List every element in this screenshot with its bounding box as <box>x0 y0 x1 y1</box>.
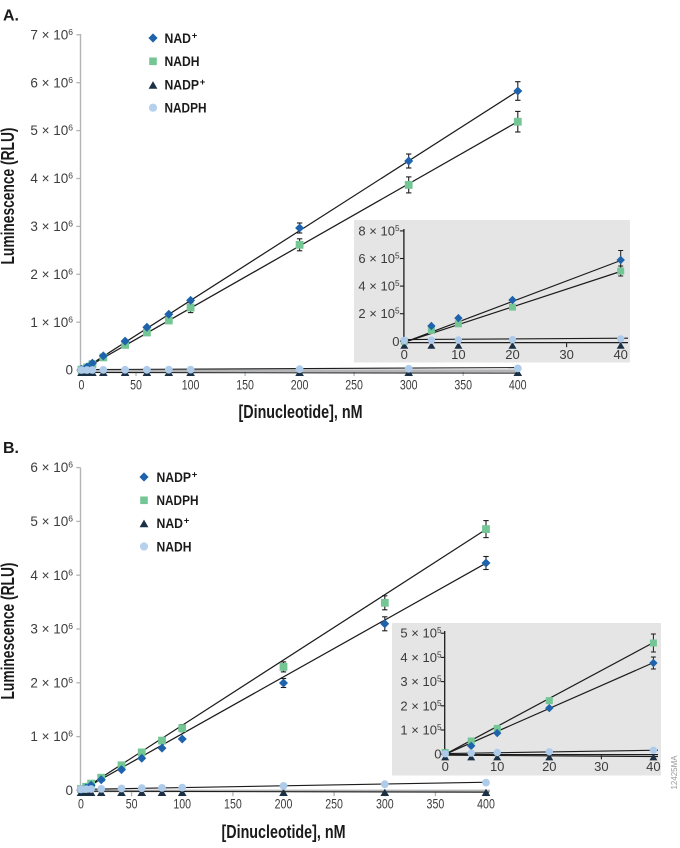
svg-text:NADP: NADP <box>157 470 192 485</box>
svg-text:5 × 106: 5 × 106 <box>30 514 73 530</box>
svg-text:0: 0 <box>79 378 85 393</box>
svg-text:200: 200 <box>275 797 293 812</box>
svg-text:20: 20 <box>542 759 556 774</box>
svg-text:300: 300 <box>376 797 394 812</box>
svg-text:40: 40 <box>646 759 660 774</box>
svg-text:30: 30 <box>559 347 573 362</box>
svg-text:40: 40 <box>613 347 627 362</box>
svg-text:50: 50 <box>130 378 142 393</box>
svg-text:1 × 105: 1 × 105 <box>400 723 442 738</box>
svg-text:6 × 106: 6 × 106 <box>30 75 73 91</box>
svg-text:NADPH: NADPH <box>157 493 199 508</box>
svg-text:3 × 106: 3 × 106 <box>30 219 73 235</box>
svg-text:8 × 105: 8 × 105 <box>358 223 400 238</box>
svg-text:7 × 106: 7 × 106 <box>30 27 73 43</box>
svg-text:3 × 105: 3 × 105 <box>400 674 442 689</box>
svg-text:150: 150 <box>224 797 242 812</box>
svg-text:10: 10 <box>490 759 504 774</box>
svg-text:+: + <box>184 516 190 527</box>
svg-text:+: + <box>200 77 206 88</box>
svg-text:1 × 106: 1 × 106 <box>30 729 73 745</box>
svg-text:0: 0 <box>78 797 84 812</box>
svg-text:400: 400 <box>477 797 495 812</box>
svg-text:2 × 105: 2 × 105 <box>358 306 400 321</box>
svg-text:400: 400 <box>509 378 527 393</box>
svg-text:NAD: NAD <box>157 516 184 531</box>
svg-text:100: 100 <box>182 378 200 393</box>
svg-text:4 × 105: 4 × 105 <box>358 279 400 294</box>
svg-text:NADH: NADH <box>157 539 192 554</box>
svg-text:2 × 106: 2 × 106 <box>30 675 73 691</box>
svg-text:1 × 106: 1 × 106 <box>30 314 73 330</box>
svg-text:4 × 106: 4 × 106 <box>30 171 73 187</box>
svg-text:2 × 106: 2 × 106 <box>30 266 73 282</box>
svg-text:12425MA: 12425MA <box>669 755 679 789</box>
svg-text:4 × 106: 4 × 106 <box>30 567 73 583</box>
svg-text:NAD: NAD <box>165 31 192 46</box>
svg-text:[Dinucleotide], nM: [Dinucleotide], nM <box>239 402 363 422</box>
svg-text:B.: B. <box>3 440 19 457</box>
svg-text:0: 0 <box>442 759 449 774</box>
svg-text:5 × 106: 5 × 106 <box>30 123 73 139</box>
svg-text:200: 200 <box>291 378 309 393</box>
svg-text:0: 0 <box>65 363 73 378</box>
svg-text:250: 250 <box>325 797 343 812</box>
svg-text:30: 30 <box>594 759 608 774</box>
svg-text:350: 350 <box>427 797 445 812</box>
svg-text:6 × 106: 6 × 106 <box>30 460 73 476</box>
svg-text:100: 100 <box>173 797 191 812</box>
svg-text:+: + <box>192 470 198 481</box>
svg-text:2 × 105: 2 × 105 <box>400 698 442 713</box>
svg-text:Luminescence (RLU): Luminescence (RLU) <box>0 563 18 700</box>
svg-text:10: 10 <box>451 347 465 362</box>
svg-text:350: 350 <box>454 378 472 393</box>
svg-text:5 × 105: 5 × 105 <box>400 626 442 641</box>
svg-text:300: 300 <box>400 378 418 393</box>
svg-text:3 × 106: 3 × 106 <box>30 621 73 637</box>
svg-text:+: + <box>192 31 198 42</box>
svg-text:250: 250 <box>345 378 363 393</box>
svg-text:4 × 105: 4 × 105 <box>400 650 442 665</box>
svg-text:6 × 105: 6 × 105 <box>358 251 400 266</box>
svg-text:0: 0 <box>65 783 73 798</box>
svg-text:150: 150 <box>236 378 254 393</box>
svg-text:20: 20 <box>505 347 519 362</box>
svg-text:Luminescence (RLU): Luminescence (RLU) <box>0 128 18 265</box>
svg-text:0: 0 <box>392 334 399 349</box>
svg-text:A.: A. <box>3 8 19 25</box>
svg-text:NADPH: NADPH <box>165 101 207 116</box>
svg-text:NADP: NADP <box>165 77 200 92</box>
svg-text:NADH: NADH <box>165 54 200 69</box>
svg-text:0: 0 <box>401 347 408 362</box>
svg-text:50: 50 <box>126 797 138 812</box>
svg-text:0: 0 <box>434 747 441 762</box>
svg-text:[Dinucleotide], nM: [Dinucleotide], nM <box>222 822 346 842</box>
